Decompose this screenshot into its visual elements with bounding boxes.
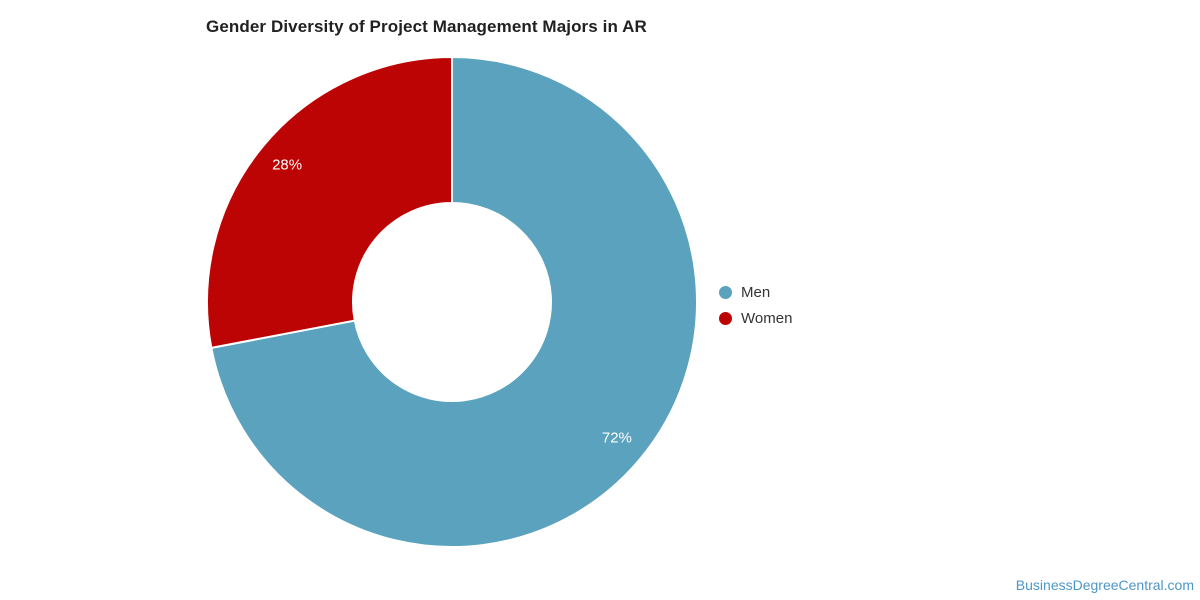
slice-label-men: 72% — [602, 429, 632, 446]
watermark-link[interactable]: BusinessDegreeCentral.com — [1015, 577, 1194, 593]
legend-marker-men-icon — [719, 285, 732, 299]
pie-slice-women[interactable] — [206, 56, 453, 349]
legend-label-women: Women — [741, 309, 793, 327]
legend-label-men: Men — [741, 283, 771, 301]
slice-label-women: 28% — [272, 157, 302, 174]
legend-item-men[interactable]: Men — [719, 279, 792, 305]
chart-title: Gender Diversity of Project Management M… — [206, 17, 647, 36]
pie-slice-men[interactable] — [210, 56, 698, 548]
legend-item-women[interactable]: Women — [719, 305, 792, 331]
legend-marker-women-icon — [719, 311, 732, 325]
legend: Men Women — [719, 279, 792, 331]
